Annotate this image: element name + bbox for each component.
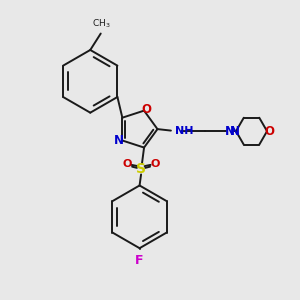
Text: NH: NH (175, 126, 193, 136)
Text: O: O (264, 125, 274, 138)
Text: N: N (230, 125, 239, 138)
Text: O: O (123, 159, 132, 169)
Text: CH$_3$: CH$_3$ (92, 17, 110, 30)
Text: N: N (225, 125, 235, 138)
Text: O: O (150, 159, 160, 169)
Text: F: F (135, 254, 144, 267)
Text: N: N (113, 134, 124, 147)
Text: S: S (136, 162, 146, 176)
Text: O: O (141, 103, 152, 116)
